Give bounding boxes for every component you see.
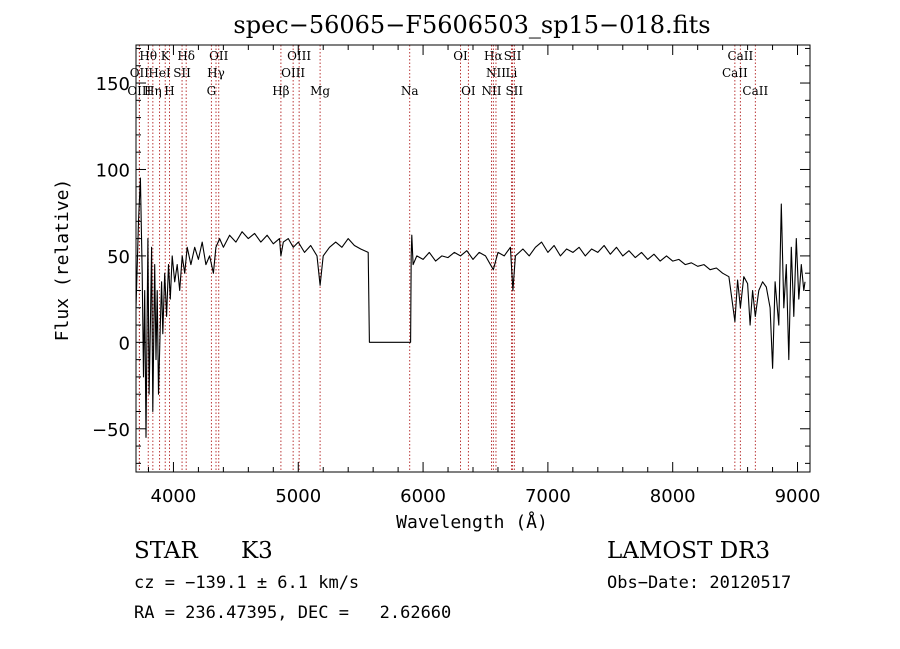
marker-label: SII <box>504 49 522 63</box>
chart-title: spec−56065−F5606503_sp15−018.fits <box>233 11 710 39</box>
series-group <box>135 177 806 438</box>
object-subclass: K3 <box>241 538 273 564</box>
marker-label: Hγ <box>207 66 225 80</box>
x-axis-label: Wavelength (Å) <box>396 511 548 533</box>
marker-label: Hα <box>484 49 503 63</box>
y-tick-label: −50 <box>92 420 130 441</box>
marker-label: Li <box>506 66 518 80</box>
redshift-cz: cz = −139.1 ± 6.1 km/s <box>134 573 360 593</box>
marker-label: CaII <box>722 66 748 80</box>
marker-label: Na <box>401 84 419 98</box>
object-class: STAR <box>134 538 198 564</box>
marker-label: K <box>161 49 171 63</box>
y-tick-label: 150 <box>96 74 130 95</box>
x-tick-label: 7000 <box>525 486 571 507</box>
marker-label: CaII <box>742 84 768 98</box>
y-axis-label: Flux (relative) <box>52 179 73 342</box>
marker-label: SII <box>173 66 191 80</box>
x-tick-label: 9000 <box>775 486 821 507</box>
spectrum-line <box>135 177 806 438</box>
marker-label: Hδ <box>177 49 195 63</box>
marker-label: G <box>207 84 217 98</box>
marker-label: OIII <box>287 49 311 63</box>
marker-label: OIII <box>281 66 305 80</box>
marker-label: OII <box>209 49 229 63</box>
y-tick-label: 50 <box>107 247 130 268</box>
marker-label: CaII <box>727 49 753 63</box>
marker-label: NII <box>481 84 501 98</box>
marker-label: SII <box>505 84 523 98</box>
marker-label: OI <box>453 49 468 63</box>
y-tick-label: 0 <box>119 333 130 354</box>
marker-label: OIII <box>127 84 151 98</box>
marker-label: H <box>164 84 174 98</box>
marker-label: Hη <box>144 84 162 98</box>
x-tick-label: 8000 <box>650 486 696 507</box>
x-tick-label: 6000 <box>400 486 446 507</box>
marker-label: OI <box>461 84 476 98</box>
marker-label: Mg <box>310 84 330 98</box>
marker-label: Hβ <box>272 84 289 98</box>
marker-label: Hθ <box>139 49 157 63</box>
survey-name: LAMOST DR3 <box>607 538 771 564</box>
y-tick-label: 100 <box>96 160 130 181</box>
obs-date: Obs−Date: 20120517 <box>607 573 792 593</box>
marker-label: HeI <box>148 66 171 80</box>
x-tick-label: 5000 <box>275 486 321 507</box>
x-tick-label: 4000 <box>151 486 197 507</box>
coordinates: RA = 236.47395, DEC = 2.62660 <box>134 603 452 623</box>
axes: 4000 5000 6000 7000 8000 9000 −50 0 50 100 150 <box>92 45 820 507</box>
marker-label: NII <box>486 66 506 80</box>
